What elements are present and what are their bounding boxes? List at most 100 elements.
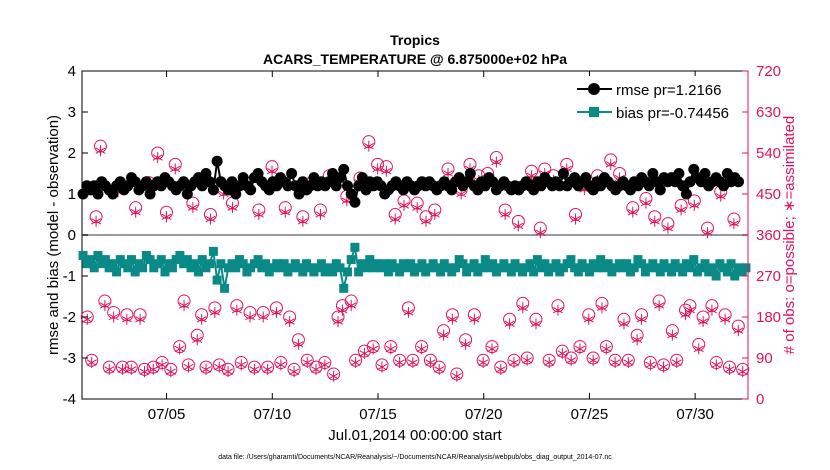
bias-point [592, 263, 602, 273]
obs-assimilated-point [117, 363, 128, 375]
rmse-point [252, 168, 264, 179]
bias-point [194, 267, 204, 277]
y-tick-label-left: -1 [63, 268, 76, 285]
obs-assimilated-point [249, 363, 260, 375]
y-tick-label-left: 1 [68, 186, 76, 203]
obs-assimilated-point [135, 313, 146, 325]
bias-point [726, 259, 736, 269]
bias-point [488, 259, 498, 269]
legend-box [575, 76, 741, 126]
bias-point [182, 255, 192, 265]
rmse-point [654, 184, 666, 196]
obs-assimilated-point [680, 309, 691, 321]
obs-assimilated-point [385, 343, 396, 355]
obs-assimilated-point [605, 158, 616, 170]
obs-assimilated-point [442, 168, 454, 179]
obs-assimilated-point [530, 318, 541, 330]
y-tick-label-right: 270 [756, 268, 781, 285]
obs-assimilated-point [170, 163, 181, 175]
bias-point [529, 267, 539, 277]
rmse-point [341, 180, 353, 192]
rmse-point [204, 176, 216, 188]
obs-assimilated-point [209, 306, 220, 318]
obs-assimilated-point [645, 359, 656, 371]
obs-assimilated-point [315, 209, 326, 220]
obs-assimilated-point [196, 313, 207, 325]
obs-assimilated-point [121, 313, 132, 325]
rmse-point [680, 188, 692, 200]
rmse-point [688, 163, 700, 175]
obs-assimilated-point [271, 306, 282, 318]
bias-point [525, 259, 535, 269]
obs-assimilated-point [544, 357, 555, 369]
obs-assimilated-point [711, 359, 722, 371]
bias-point [707, 263, 717, 273]
y-tick-label-left: -3 [63, 350, 76, 367]
obs-assimilated-point [610, 357, 621, 369]
bias-point [298, 267, 308, 277]
obs-assimilated-point [667, 329, 678, 341]
obs-assimilated-point [368, 343, 379, 355]
obs-assimilated-point [95, 145, 106, 157]
obs-assimilated-point [139, 366, 150, 378]
obs-assimilated-point [715, 190, 726, 202]
bias-point [112, 267, 122, 277]
obs-assimilated-point [491, 156, 502, 168]
x-tick-label: 07/10 [254, 406, 292, 423]
obs-assimilated-point [262, 363, 273, 375]
obs-assimilated-point [293, 338, 304, 350]
obs-assimilated-point [632, 334, 643, 346]
bias-point [123, 263, 133, 273]
bias-point [279, 259, 289, 269]
rmse-point [207, 184, 219, 196]
bias-point [365, 255, 375, 265]
bias-point [93, 251, 103, 260]
y-tick-label-right: 540 [756, 145, 781, 162]
obs-assimilated-point [460, 338, 471, 350]
obs-assimilated-point [86, 357, 97, 369]
bias-point [339, 283, 349, 293]
obs-assimilated-point [390, 213, 401, 225]
bias-point [108, 259, 118, 269]
bias-point [566, 255, 576, 265]
data-file-footnote: data file: /Users/gharamti/Documents/NCA… [218, 454, 612, 461]
obs-assimilated-point [398, 199, 410, 211]
obs-assimilated-point [236, 359, 247, 371]
rmse-point [200, 168, 212, 179]
obs-assimilated-point [201, 363, 212, 375]
obs-assimilated-point [662, 222, 673, 234]
bias-point [175, 251, 185, 260]
bias-point [383, 267, 393, 277]
x-tick-label: 07/05 [148, 406, 186, 423]
bias-point [730, 271, 740, 281]
bias-point [145, 255, 155, 265]
bias-point [197, 255, 207, 265]
obs-assimilated-point [258, 311, 269, 323]
obs-assimilated-point [698, 316, 709, 328]
bias-point [685, 263, 695, 273]
y-tick-label-left: -4 [63, 391, 76, 408]
obs-assimilated-point [557, 347, 568, 359]
rmse-point [345, 188, 357, 200]
x-tick-label: 07/15 [359, 406, 397, 423]
rmse-point [286, 168, 298, 179]
rmse-point [647, 168, 659, 179]
bias-point [596, 255, 606, 265]
y-tick-label-right: 720 [756, 63, 781, 80]
rmse-point [699, 168, 711, 179]
obs-assimilated-point [522, 354, 533, 366]
obs-assimilated-point [223, 366, 234, 378]
obs-assimilated-point [429, 209, 440, 220]
rmse-point [107, 188, 119, 200]
obs-assimilated-point [157, 359, 168, 371]
obs-assimilated-point [618, 318, 629, 330]
obs-assimilated-point [350, 357, 361, 369]
legend-bias-marker [589, 107, 599, 117]
bias-point [700, 259, 710, 269]
y-tick-label-left: 0 [68, 227, 76, 244]
y-tick-label-left: 3 [68, 104, 76, 121]
obs-assimilated-point [513, 220, 524, 232]
y-tick-label-left: 2 [68, 145, 76, 162]
obs-assimilated-point [99, 300, 110, 312]
bias-point [78, 251, 88, 260]
